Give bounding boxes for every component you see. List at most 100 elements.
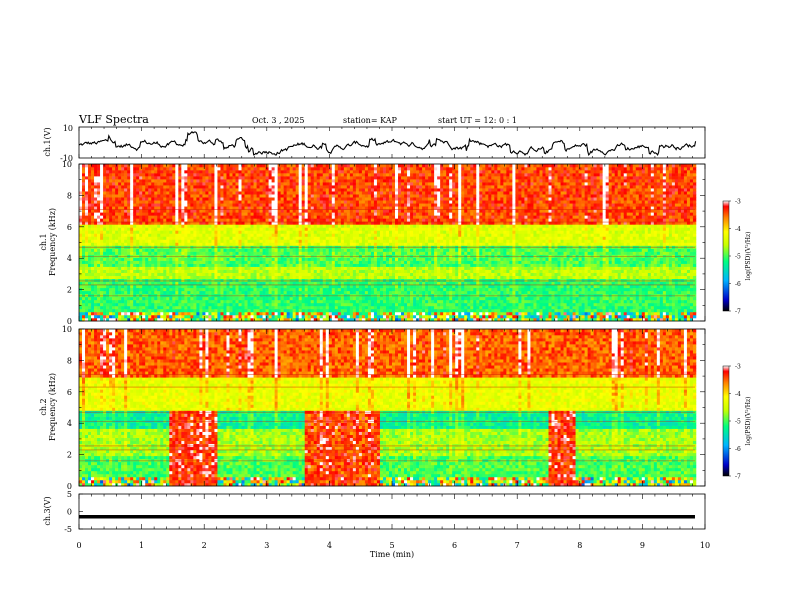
spectrogram-cell bbox=[124, 227, 128, 231]
spectrogram-cell bbox=[316, 278, 321, 283]
spectrogram-cell bbox=[175, 173, 179, 177]
spectrogram-cell bbox=[91, 293, 95, 298]
spectrogram-cell bbox=[220, 197, 224, 201]
spectrogram-cell bbox=[178, 185, 182, 189]
spectrogram-cell bbox=[130, 305, 134, 310]
spectrogram-cell bbox=[178, 281, 182, 286]
spectrogram-cell bbox=[238, 239, 242, 243]
spectrogram-cell bbox=[112, 209, 116, 213]
spectrogram-cell bbox=[124, 200, 128, 204]
spectrogram-cell bbox=[190, 200, 194, 204]
spectrogram-cell bbox=[208, 269, 212, 273]
spectrogram-cell bbox=[352, 200, 357, 204]
spectrogram-cell bbox=[274, 221, 278, 225]
spectrogram-cell bbox=[148, 164, 152, 168]
spectrogram-cell bbox=[148, 185, 152, 189]
spectrogram-cell bbox=[235, 188, 239, 192]
spectrogram-cell bbox=[292, 164, 296, 168]
spectrogram-cell bbox=[235, 182, 239, 186]
spectrogram-cell bbox=[139, 197, 143, 201]
spectrogram-cell bbox=[214, 230, 218, 234]
spectrogram-cell bbox=[238, 221, 242, 225]
spectrogram-cell bbox=[313, 317, 318, 322]
spectrogram-cell bbox=[334, 272, 339, 277]
spectrogram-cell bbox=[229, 287, 233, 292]
spectrogram-cell bbox=[313, 170, 318, 174]
spectrogram-cell bbox=[307, 263, 312, 267]
spectrogram-cell bbox=[211, 197, 215, 201]
spectrogram-cell bbox=[337, 278, 342, 283]
spectrogram-cell bbox=[115, 251, 119, 255]
spectrogram-cell bbox=[136, 284, 140, 289]
spectrogram-cell bbox=[265, 191, 269, 195]
spectrogram-cell bbox=[196, 191, 200, 195]
spectrogram-cell bbox=[163, 290, 167, 295]
spectrogram-cell bbox=[247, 218, 251, 222]
spectrogram-cell bbox=[154, 287, 158, 292]
spectrogram-cell bbox=[181, 272, 185, 277]
spectrogram-cell bbox=[301, 236, 306, 240]
spectrogram-cell bbox=[220, 299, 224, 304]
spectrogram-cell bbox=[289, 266, 293, 270]
spectrogram-cell bbox=[79, 242, 83, 246]
spectrogram-cell bbox=[265, 188, 269, 192]
spectrogram-cell bbox=[253, 203, 257, 207]
spectrogram-cell bbox=[187, 302, 191, 307]
spectrogram-cell bbox=[283, 203, 287, 207]
spectrogram-cell bbox=[85, 224, 89, 228]
spectrogram-cell bbox=[322, 170, 327, 174]
spectrogram-cell bbox=[289, 191, 293, 195]
spectrogram-cell bbox=[121, 194, 125, 198]
spectrogram-cell bbox=[82, 188, 86, 192]
spectrogram-cell bbox=[193, 293, 197, 298]
spectrogram-cell bbox=[106, 302, 110, 307]
spectrogram-cell bbox=[193, 260, 197, 264]
spectrogram-cell bbox=[118, 290, 122, 295]
spectrogram-cell bbox=[91, 311, 95, 316]
spectrogram-cell bbox=[109, 302, 113, 307]
spectrogram-cell bbox=[136, 203, 140, 207]
spectrogram-cell bbox=[307, 290, 312, 295]
spectrogram-cell bbox=[259, 239, 263, 243]
spectrogram-cell bbox=[346, 299, 351, 304]
spectrogram-cell bbox=[310, 311, 315, 316]
spectrogram-cell bbox=[352, 203, 357, 207]
spectrogram-cell bbox=[91, 269, 95, 273]
spectrogram-cell bbox=[304, 173, 309, 177]
spectrogram-cell bbox=[280, 170, 284, 174]
spectrogram-cell bbox=[187, 296, 191, 301]
spectrogram-cell bbox=[136, 311, 140, 316]
spectrogram-cell bbox=[187, 176, 191, 180]
spectrogram-cell bbox=[295, 218, 299, 222]
spectrogram-cell bbox=[136, 239, 140, 243]
spectrogram-cell bbox=[241, 302, 245, 307]
spectrogram-cell bbox=[256, 209, 260, 213]
spectrogram-cell bbox=[166, 272, 170, 277]
spectrogram-cell bbox=[343, 233, 348, 237]
spectrogram-cell bbox=[298, 227, 303, 231]
spectrogram-cell bbox=[301, 242, 306, 246]
spectrogram-cell bbox=[274, 170, 278, 174]
spectrogram-cell bbox=[325, 287, 330, 292]
spectrogram-cell bbox=[223, 254, 227, 258]
spectrogram-cell bbox=[244, 260, 248, 264]
spectrogram-cell bbox=[94, 287, 98, 292]
spectrogram-cell bbox=[157, 287, 161, 292]
spectrogram-cell bbox=[283, 242, 287, 246]
spectrogram-cell bbox=[211, 305, 215, 310]
spectrogram-cell bbox=[355, 260, 360, 264]
spectrogram-cell bbox=[127, 257, 131, 261]
spectrogram-cell bbox=[349, 269, 354, 273]
spectrogram-cell bbox=[322, 221, 327, 225]
spectrogram-cell bbox=[94, 248, 98, 252]
spectrogram-cell bbox=[196, 218, 200, 222]
spectrogram-cell bbox=[178, 266, 182, 270]
spectrogram-cell bbox=[85, 272, 89, 277]
spectrogram-cell bbox=[82, 248, 86, 252]
spectrogram-cell bbox=[328, 176, 333, 180]
spectrogram-cell bbox=[82, 296, 86, 301]
spectrogram-cell bbox=[208, 251, 212, 255]
spectrogram-cell bbox=[334, 242, 339, 246]
spectrogram-cell bbox=[184, 266, 188, 270]
spectrogram-cell bbox=[136, 317, 140, 322]
